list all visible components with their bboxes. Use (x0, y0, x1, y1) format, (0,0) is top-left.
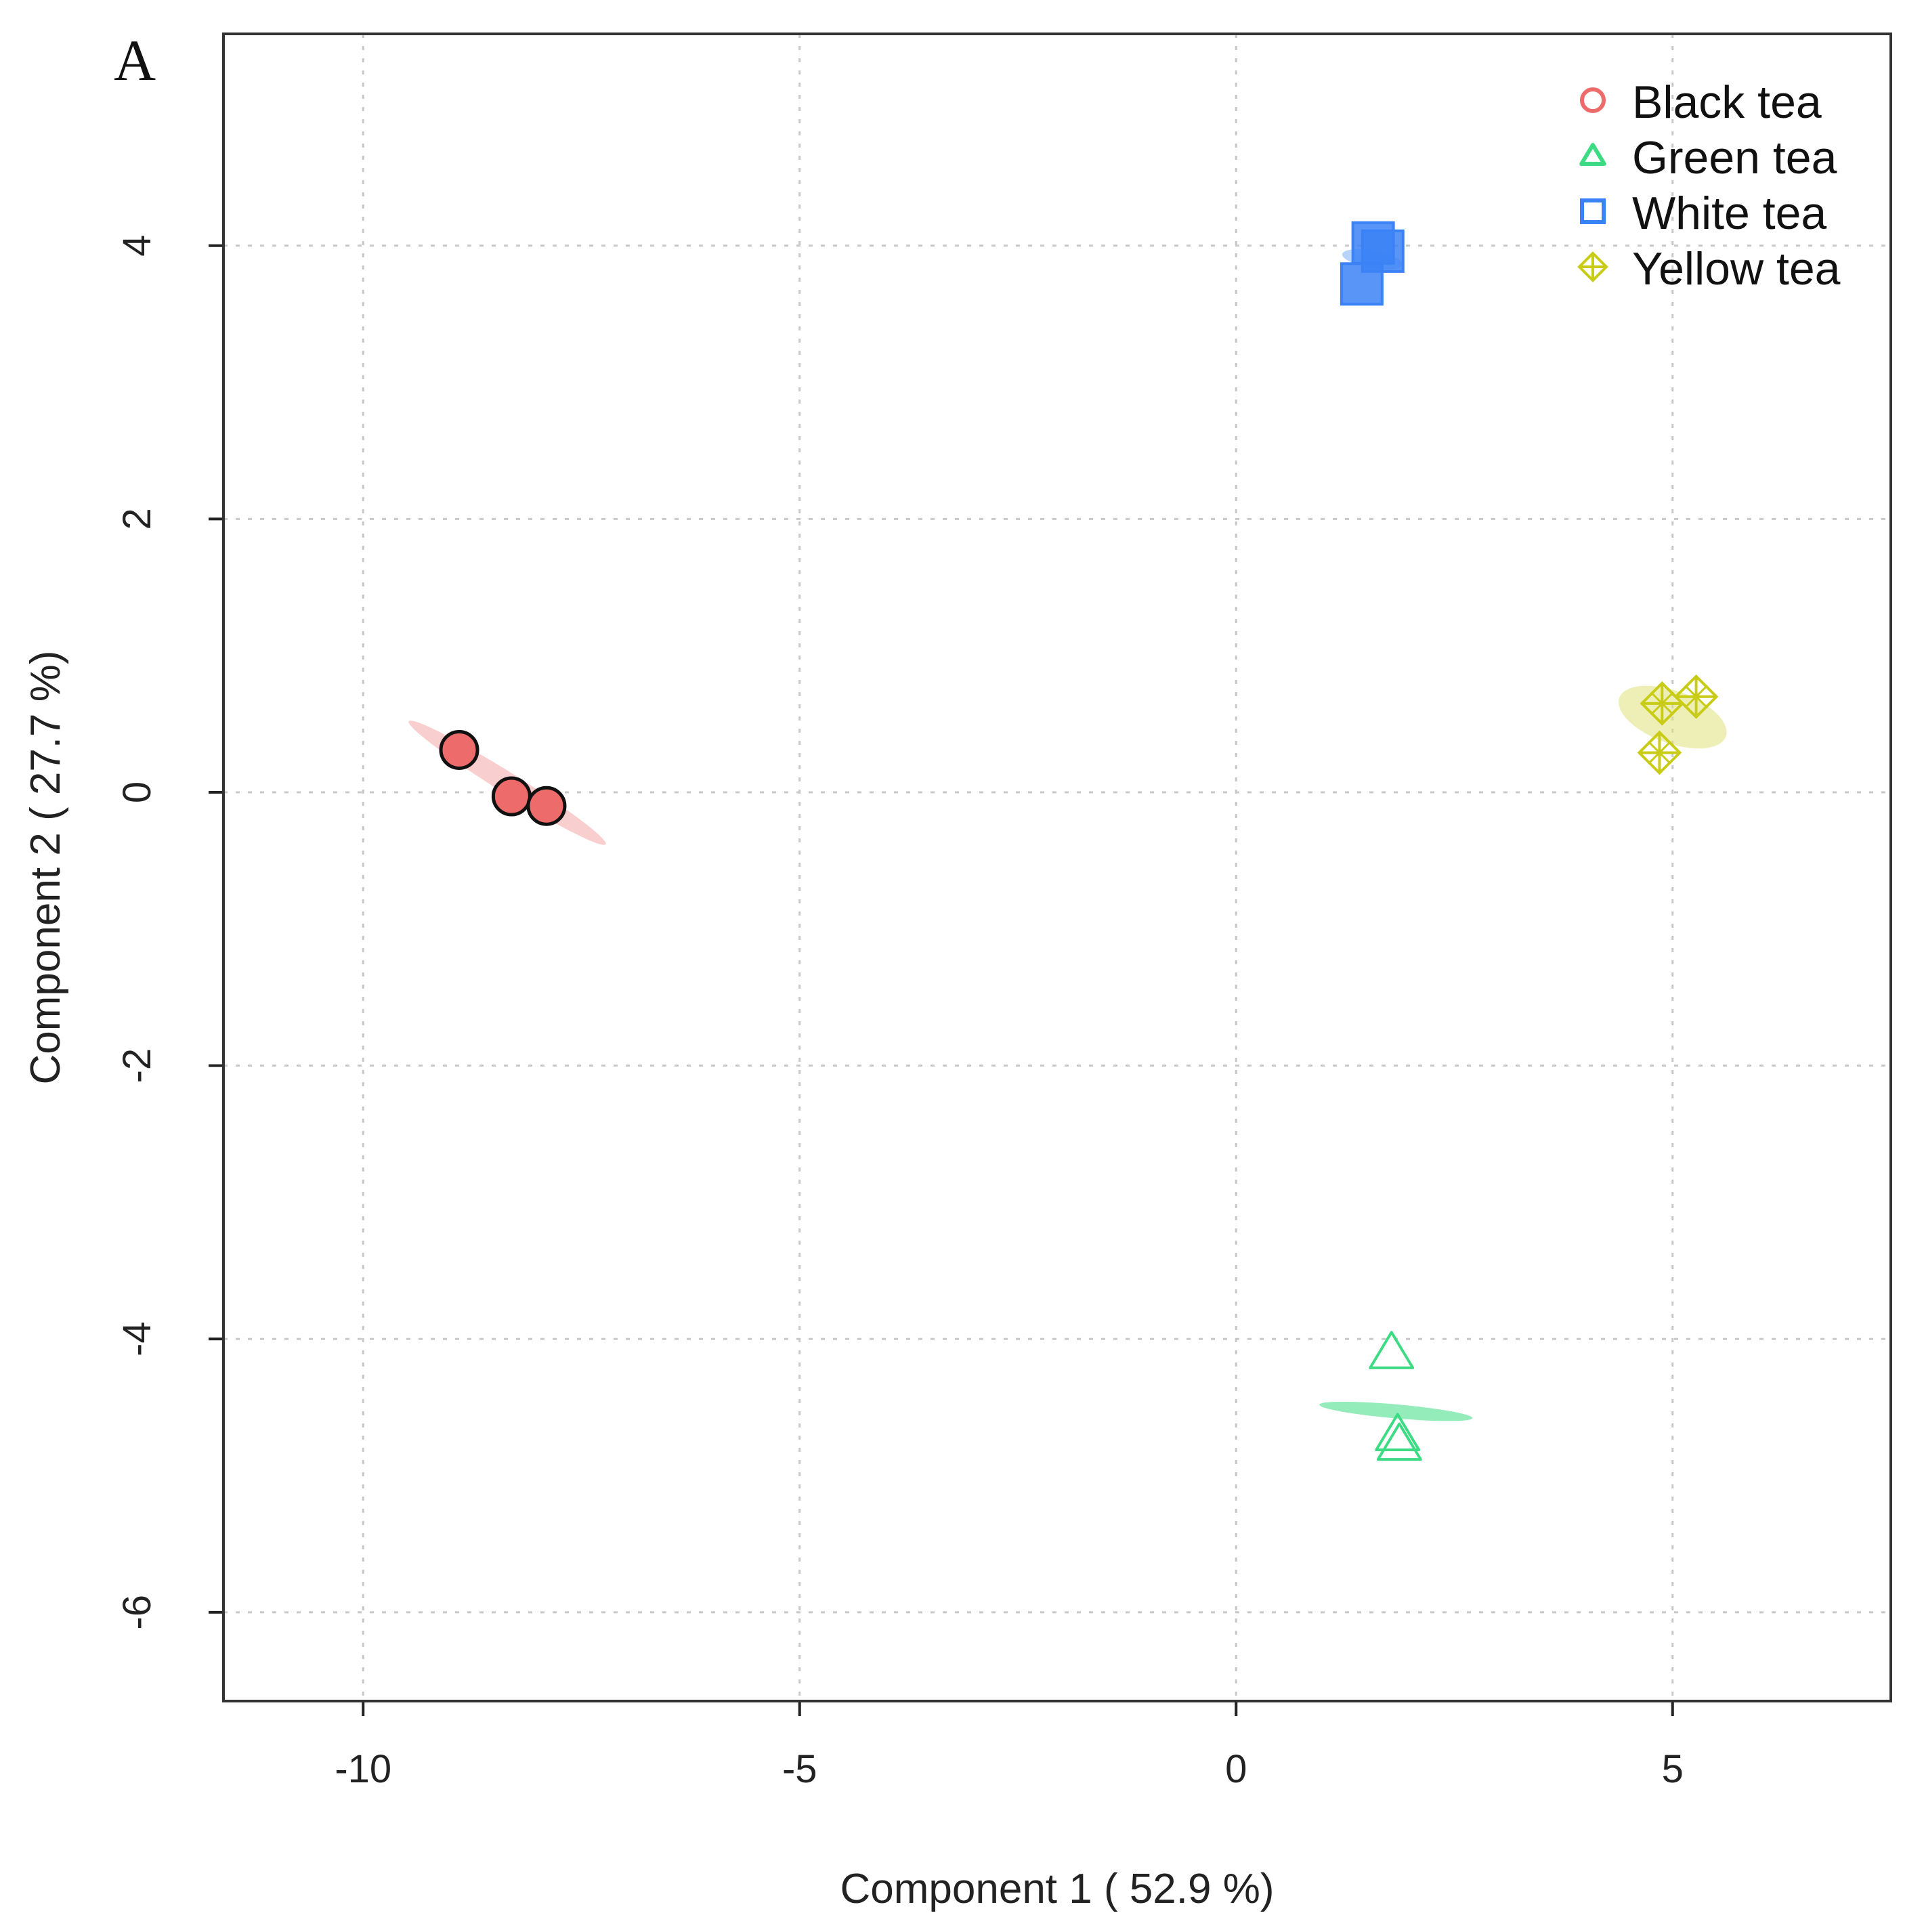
plot-frame (222, 33, 1892, 1702)
point-black-tea (439, 729, 479, 770)
panel-label: A (114, 28, 156, 93)
y-tick-label: 2 (115, 508, 159, 530)
legend-marker-black-tea (1580, 87, 1606, 113)
legend-label-white-tea: White tea (1632, 188, 1826, 239)
x-tick-label: 5 (1662, 1747, 1684, 1791)
legend-item-yellow-tea: Yellow tea (1577, 243, 1841, 295)
point-yellow-tea (1673, 674, 1719, 719)
legend-marker-yellow-tea (1577, 251, 1608, 282)
legend-label-yellow-tea: Yellow tea (1632, 243, 1841, 295)
point-black-tea (526, 786, 567, 826)
legend-label-black-tea: Black tea (1632, 77, 1822, 128)
legend-item-green-tea: Green tea (1579, 132, 1837, 184)
point-green-tea (1375, 1413, 1421, 1451)
y-axis-title: Component 2 ( 27.7 %) (22, 650, 69, 1084)
ellipse-green-tea (1319, 1401, 1473, 1421)
data-points (439, 221, 1719, 1461)
y-tick-label: -2 (115, 1048, 159, 1083)
point-black-tea (491, 776, 532, 817)
y-tick-label: 0 (115, 781, 159, 803)
y-tick-label: 4 (115, 235, 159, 257)
x-tick-label: -5 (782, 1747, 817, 1791)
y-tick-label: -6 (115, 1595, 159, 1630)
x-axis-title: Component 1 ( 52.9 %) (840, 1866, 1274, 1912)
legend-item-black-tea: Black tea (1580, 77, 1822, 128)
point-green-tea (1369, 1331, 1415, 1369)
point-green-tea (1376, 1422, 1422, 1461)
legend-marker-white-tea (1580, 198, 1606, 224)
y-tick-label: -4 (115, 1321, 159, 1356)
legend-item-white-tea: White tea (1580, 188, 1826, 239)
legend-marker-green-tea (1579, 143, 1606, 166)
legend-label-green-tea: Green tea (1632, 132, 1837, 184)
point-yellow-tea (1637, 730, 1682, 775)
point-white-tea (1340, 262, 1384, 306)
x-tick-label: -10 (335, 1747, 391, 1791)
x-tick-label: 0 (1225, 1747, 1247, 1791)
